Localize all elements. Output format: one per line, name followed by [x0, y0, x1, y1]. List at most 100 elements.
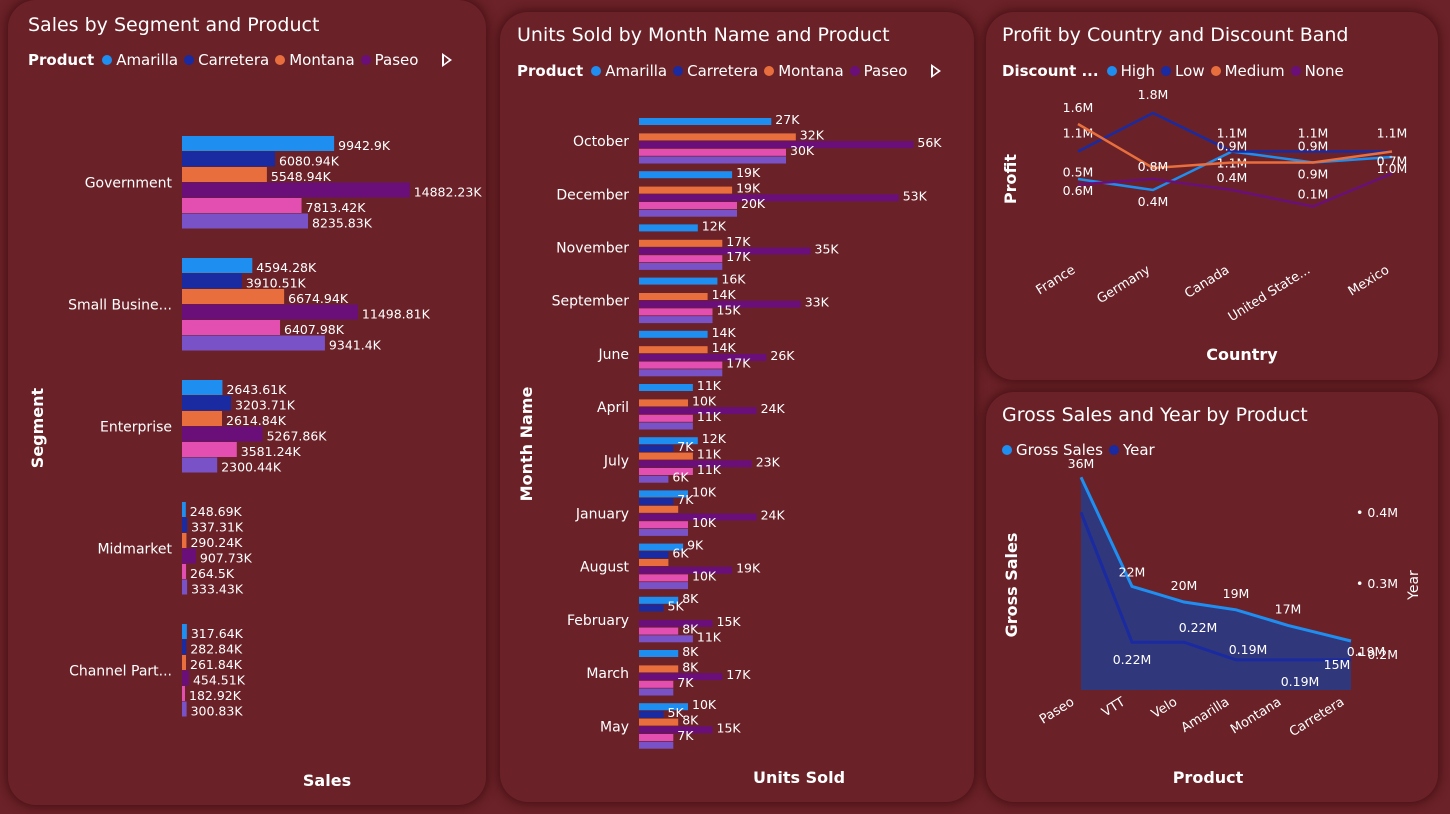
bar-paseo-april — [639, 407, 757, 415]
data-label-gross-sales-carretera: 15M — [1324, 657, 1351, 672]
bar-carretera-august — [639, 551, 669, 559]
data-label-paseo-april: 24K — [761, 401, 786, 416]
legend-next-icon[interactable] — [931, 64, 942, 78]
data-label-gross-sales-montana: 17M — [1275, 601, 1302, 616]
bar-amarilla-december — [639, 171, 733, 179]
legend-dot-icon — [764, 66, 775, 76]
bar-velo-may — [639, 741, 674, 749]
data-label-montana-september: 14K — [712, 287, 737, 302]
tick-label-velo: Velo — [1149, 695, 1180, 722]
legend-dot-icon — [360, 55, 371, 65]
bar-vtt-june — [639, 361, 723, 369]
data-label-gross-sales-vtt: 22M — [1119, 564, 1146, 579]
data-label-carretera-may: 5K — [668, 705, 685, 720]
sales-chart-title: Sales by Segment and Product — [28, 14, 320, 36]
data-label-vtt-june: 17K — [726, 356, 751, 371]
legend-item-carretera[interactable]: Carretera — [673, 62, 758, 80]
data-label-vtt-may: 7K — [677, 728, 694, 743]
bar-paseo-enterprise — [182, 426, 263, 442]
legend-dot-icon — [102, 55, 113, 65]
bar-velo-channel-part — [182, 701, 187, 717]
data-label-carretera-enterprise: 3203.71K — [235, 398, 296, 413]
units-chart-title: Units Sold by Month Name and Product — [517, 24, 890, 46]
data-label-amarilla-august: 9K — [687, 538, 704, 553]
bar-vtt-january — [639, 521, 688, 529]
bar-velo-july — [639, 475, 669, 483]
data-label-none-mexico: 0.7M — [1377, 154, 1408, 169]
data-label-amarilla-small-busine: 4594.28K — [256, 260, 317, 275]
tick-label-united-state: United State... — [1226, 263, 1313, 325]
profit-line-chart: 0.6M0.4M1.1M0.9M 1.0M1.1M1.8M1.1M 1.1M 1.1M… — [1001, 87, 1408, 364]
bar-velo-government — [182, 213, 309, 229]
legend-item-low[interactable]: Low — [1161, 62, 1205, 80]
data-label-year-amarilla: 0.19M — [1229, 642, 1268, 657]
legend-item-amarilla[interactable]: Amarilla — [102, 51, 178, 69]
legend-item-year[interactable]: Year — [1108, 441, 1155, 459]
bar-paseo-channel-part — [182, 670, 189, 686]
data-label-paseo-government: 14882.23K — [414, 185, 483, 200]
data-label-low-united-state: 1.1M — [1298, 126, 1329, 141]
bar-vtt-february — [639, 627, 679, 635]
bar-vtt-october — [639, 148, 786, 156]
gross-chart-title: Gross Sales and Year by Product — [1002, 404, 1308, 426]
data-label-paseo-may: 15K — [717, 720, 742, 735]
bar-montana-enterprise — [182, 411, 223, 426]
y2-tick-0-2m: • 0.2M — [1356, 647, 1398, 662]
data-label-vtt-august: 10K — [692, 568, 717, 583]
legend-item-medium[interactable]: Medium — [1210, 62, 1285, 80]
data-label-amarilla-february: 8K — [682, 591, 699, 606]
bar-montana-channel-part — [182, 655, 187, 670]
bar-amarilla-small-busine — [182, 258, 253, 273]
bar-paseo-midmarket — [182, 548, 196, 564]
data-label-amarilla-january: 10K — [692, 484, 717, 499]
category-label-government: Government — [85, 176, 173, 192]
data-label-paseo-june: 26K — [770, 348, 795, 363]
x-axis-title: Units Sold — [753, 768, 845, 787]
bar-paseo-may — [639, 726, 713, 734]
legend-item-carretera[interactable]: Carretera — [184, 51, 269, 69]
data-label-vtt-march: 7K — [677, 675, 694, 690]
tick-label-canada: Canada — [1182, 263, 1232, 302]
profit-chart-title: Profit by Country and Discount Band — [1002, 24, 1349, 46]
bar-amarilla-april — [639, 384, 693, 391]
data-label-high-mexico: 1.0M — [1377, 161, 1408, 176]
bar-amarilla-enterprise — [182, 380, 223, 395]
data-label-montana-midmarket: 290.24K — [190, 535, 243, 550]
y2-axis-title: Year — [1406, 570, 1422, 601]
bar-montana-december — [639, 186, 733, 194]
legend-item-paseo[interactable]: Paseo — [849, 62, 907, 80]
bar-velo-december — [639, 209, 737, 217]
bar-vtt-channel-part — [182, 686, 185, 701]
data-label-amarilla-midmarket: 248.69K — [190, 504, 243, 519]
data-label-medium-united-state: 0.9M — [1298, 139, 1329, 154]
x-axis-title: Country — [1206, 345, 1278, 364]
legend-item-amarilla[interactable]: Amarilla — [591, 62, 667, 80]
y-axis-title: Gross Sales — [1002, 533, 1021, 638]
bar-velo-april — [639, 422, 693, 430]
legend-item-high[interactable]: High — [1106, 62, 1155, 80]
bar-amarilla-channel-part — [182, 624, 187, 639]
units-legend-title: Product — [517, 62, 584, 80]
data-label-year-carretera: 0.19M — [1347, 644, 1386, 659]
data-label-vtt-midmarket: 264.5K — [190, 566, 235, 581]
legend-item-montana[interactable]: Montana — [764, 62, 844, 80]
legend-dot-icon — [1210, 66, 1221, 76]
category-label-channel-part: Channel Part... — [69, 664, 172, 680]
data-label-amarilla-april: 11K — [697, 378, 722, 393]
bar-paseo-march — [639, 673, 723, 681]
data-label-amarilla-november: 12K — [702, 218, 727, 233]
bar-paseo-november — [639, 247, 811, 255]
sales-by-segment-panel: Sales by Segment and Product Product Ama… — [8, 0, 486, 805]
category-label-enterprise: Enterprise — [100, 420, 172, 436]
legend-item-none[interactable]: None — [1290, 62, 1344, 80]
bar-amarilla-september — [639, 277, 718, 285]
legend-item-montana[interactable]: Montana — [275, 51, 355, 69]
legend-item-gross-sales[interactable]: Gross Sales — [1002, 441, 1103, 459]
data-label-vtt-july: 11K — [697, 462, 722, 477]
legend-dot-icon — [1161, 66, 1172, 76]
bar-montana-march — [639, 665, 679, 673]
bar-carretera-small-busine — [182, 273, 242, 289]
legend-next-icon[interactable] — [442, 53, 453, 67]
bar-montana-midmarket — [182, 533, 187, 548]
legend-item-paseo[interactable]: Paseo — [360, 51, 418, 69]
